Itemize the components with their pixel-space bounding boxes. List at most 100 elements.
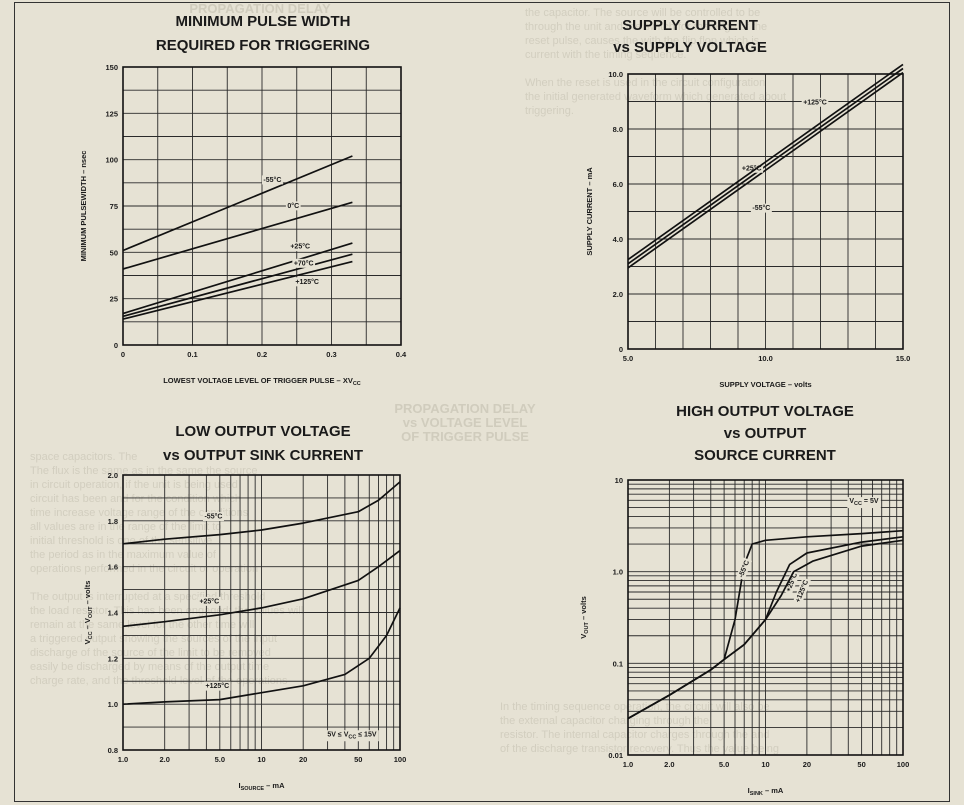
x-tick-label: 0 <box>121 350 125 359</box>
series-line <box>122 607 401 706</box>
x-tick-label: 1.0 <box>118 755 128 764</box>
series-line <box>627 67 904 265</box>
series-label-backdrop <box>801 97 829 107</box>
y-tick-label: 50 <box>110 248 118 257</box>
y-axis-label: VOUT – volts <box>579 596 590 638</box>
y-axis-label: MINIMUM PULSEWIDTH – nsec <box>79 151 88 262</box>
series-label-backdrop <box>285 201 301 211</box>
series-label-backdrop <box>783 570 801 595</box>
y-tick-label: 10.0 <box>608 70 623 79</box>
chart-title: MINIMUM PULSE WIDTH <box>176 13 351 30</box>
x-tick-label: 2.0 <box>664 760 674 769</box>
y-tick-label: 1.8 <box>108 517 118 526</box>
series-label-backdrop <box>202 512 224 522</box>
chart-title: SOURCE CURRENT <box>694 447 836 464</box>
series-line <box>122 155 353 252</box>
chart-title: vs OUTPUT SINK CURRENT <box>163 447 363 464</box>
plot-frame <box>122 474 401 751</box>
x-tick-label: 50 <box>857 760 865 769</box>
series-label-backdrop <box>288 242 312 252</box>
chart-title: SUPPLY CURRENT <box>622 17 758 34</box>
y-tick-label: 150 <box>105 63 118 72</box>
series-line <box>122 260 353 320</box>
chart-annotation: 5V ≤ VCC ≤ 15V <box>327 731 376 740</box>
series-label: +25°C <box>742 164 762 172</box>
x-tick-label: 20 <box>803 760 811 769</box>
series-label-backdrop <box>204 681 231 691</box>
series-label: +125°C <box>295 278 319 286</box>
y-tick-label: 1.2 <box>108 654 118 663</box>
y-tick-label: 1.4 <box>108 609 119 618</box>
y-tick-label: 8.0 <box>613 125 623 134</box>
y-axis-label: SUPPLY CURRENT – mA <box>585 167 594 256</box>
x-tick-label: 0.4 <box>396 350 407 359</box>
y-tick-label: 0 <box>114 341 118 350</box>
series-label-backdrop <box>261 175 283 185</box>
x-tick-label: 0.2 <box>257 350 267 359</box>
plot-frame <box>627 73 904 350</box>
x-tick-label: 20 <box>299 755 307 764</box>
x-tick-label: 0.1 <box>187 350 197 359</box>
series-label-backdrop <box>792 577 812 606</box>
ghost-heading-top-left: PROPAGATION DELAY <box>189 1 331 16</box>
series-label: +125°C <box>206 682 230 690</box>
series-label-backdrop <box>292 258 316 268</box>
series-label: -55°C <box>204 513 222 521</box>
series-label: +125°C <box>803 98 827 106</box>
y-tick-label: 1.0 <box>108 700 118 709</box>
page-frame <box>14 2 950 802</box>
x-axis-label: SUPPLY VOLTAGE – volts <box>719 380 811 389</box>
chart-annotation: VCC = 5V <box>849 498 878 507</box>
y-tick-label: 0 <box>619 345 623 354</box>
x-tick-label: 5.0 <box>215 755 225 764</box>
y-tick-label: 0.01 <box>608 751 623 760</box>
series-label-backdrop <box>735 557 753 581</box>
y-axis-label: VCC – VOUT – volts <box>83 581 94 645</box>
x-tick-label: 10.0 <box>758 354 773 363</box>
y-tick-label: 4.0 <box>613 235 623 244</box>
y-tick-label: 1.6 <box>108 563 118 572</box>
series-label-backdrop <box>740 163 764 173</box>
chart-title: vs SUPPLY VOLTAGE <box>613 39 767 56</box>
chart-title: REQUIRED FOR TRIGGERING <box>156 37 370 54</box>
y-tick-label: 100 <box>105 156 118 165</box>
y-tick-label: 0.1 <box>613 659 623 668</box>
chart-4: HIGH OUTPUT VOLTAGE vs OUTPUT SOURCE CURRE… <box>579 403 909 797</box>
x-axis-label: LOWEST VOLTAGE LEVEL OF TRIGGER PULSE – … <box>163 376 361 387</box>
x-tick-label: 15.0 <box>896 354 911 363</box>
y-tick-label: 2.0 <box>108 471 118 480</box>
plot-frame <box>627 479 904 756</box>
y-tick-label: 2.0 <box>613 290 623 299</box>
x-tick-label: 5.0 <box>623 354 633 363</box>
plot-frame <box>122 66 402 346</box>
chart-grid <box>122 66 402 346</box>
series-line <box>122 201 353 270</box>
chart-title: HIGH OUTPUT VOLTAGE <box>676 403 854 420</box>
y-tick-label: 10 <box>615 476 623 485</box>
x-tick-label: 10 <box>761 760 769 769</box>
chart-2: SUPPLY CURRENT vs SUPPLY VOLTAGE 5.0 10.0 15… <box>585 17 910 389</box>
x-tick-label: 50 <box>354 755 362 764</box>
x-tick-label: 1.0 <box>623 760 633 769</box>
y-tick-label: 1.0 <box>613 568 623 577</box>
chart-3: LOW OUTPUT VOLTAGE vs OUTPUT SINK CURRENT… <box>83 423 406 792</box>
series-label-backdrop <box>293 277 321 287</box>
x-tick-label: 5.0 <box>719 760 729 769</box>
series-line <box>627 71 904 269</box>
annotation-backdrop <box>847 497 881 509</box>
chart-title: vs OUTPUT <box>724 425 807 442</box>
y-tick-label: 25 <box>110 295 118 304</box>
series-line <box>122 549 401 628</box>
series-label: +70°C <box>294 259 314 267</box>
series-line <box>627 63 904 261</box>
series-label: -55°C <box>263 176 281 184</box>
x-axis-label: ISOURCE – mA <box>238 781 285 792</box>
series-line <box>122 242 353 315</box>
series-label-backdrop <box>197 596 221 606</box>
x-tick-label: 0.3 <box>326 350 336 359</box>
annotation-backdrop <box>325 730 379 742</box>
x-tick-label: 100 <box>897 760 910 769</box>
x-axis-label: ISINK – mA <box>748 786 784 797</box>
